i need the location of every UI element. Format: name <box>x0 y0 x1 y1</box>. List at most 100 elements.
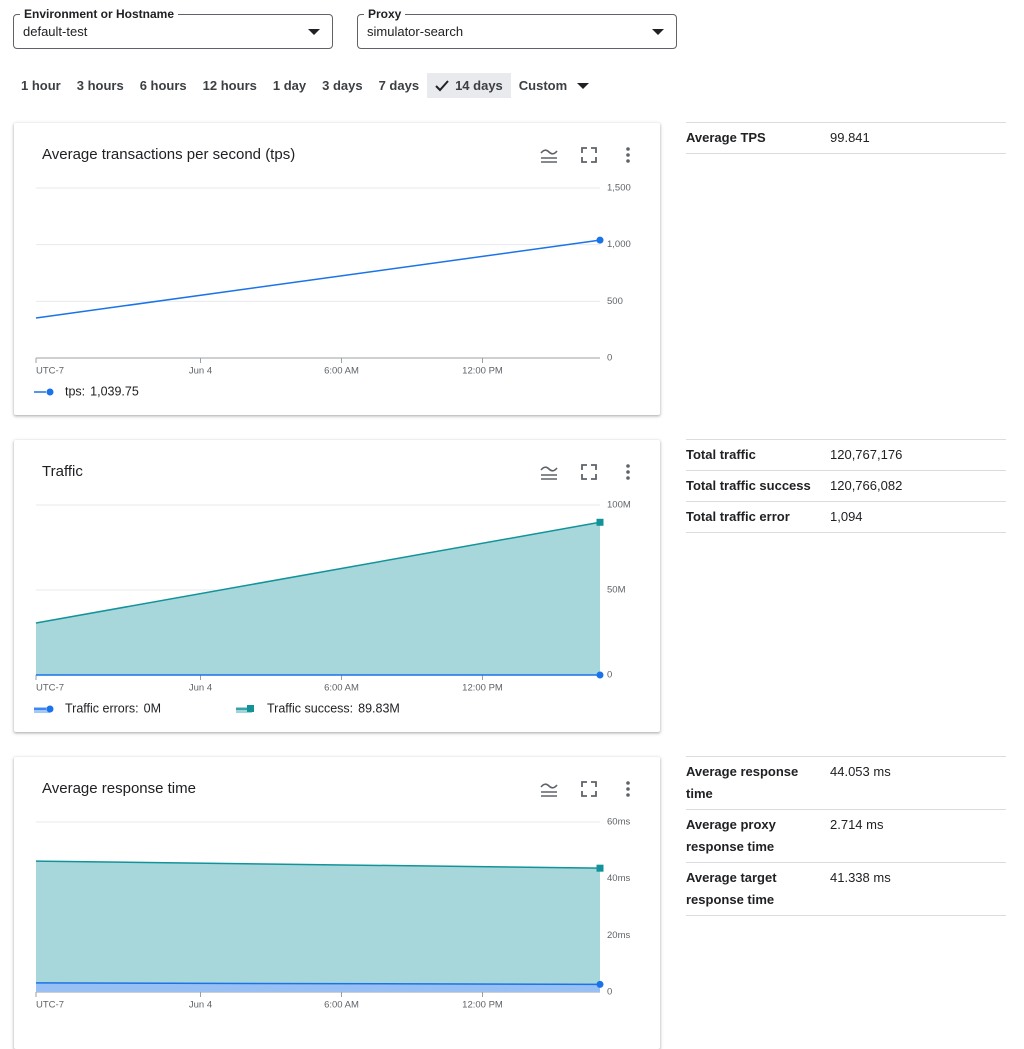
x-tick-label: 12:00 PM <box>462 683 503 694</box>
summary-value: 44.053 ms <box>830 756 1006 810</box>
legend-value: 89.83M <box>358 701 400 715</box>
summary-value: 99.841 <box>830 122 1006 154</box>
y-tick-label: 50M <box>607 585 626 596</box>
summary-row: Average proxy response time 2.714 ms <box>686 809 1006 863</box>
legend-name: Traffic errors: <box>65 701 139 715</box>
more-menu-icon[interactable] <box>626 147 630 163</box>
x-tick-label: UTC-7 <box>36 366 64 377</box>
time-range-button[interactable]: 6 hours <box>132 73 195 98</box>
environment-select[interactable]: Environment or Hostname default-test <box>13 7 333 49</box>
time-range-label: 3 hours <box>76 78 124 93</box>
proxy-select[interactable]: Proxy simulator-search <box>357 7 677 49</box>
icon-dot <box>626 470 630 474</box>
summary-key: Average target response time <box>686 862 830 916</box>
icon-dot <box>626 153 630 157</box>
icon-shape <box>540 783 558 797</box>
y-tick-label: 20ms <box>607 930 630 941</box>
legend-toggle-icon[interactable] <box>540 149 558 163</box>
summary-row: Total traffic 120,767,176 <box>686 439 1006 471</box>
summary-value: 120,767,176 <box>830 439 1006 471</box>
legend-toggle-icon[interactable] <box>540 783 558 797</box>
end-marker <box>596 518 604 526</box>
chart: Average response time 0 20ms 40ms 60ms UTC-7 J… <box>35 780 630 1011</box>
summary-key: Average proxy response time <box>686 809 830 863</box>
y-tick-label: 60ms <box>607 817 630 828</box>
x-tick-label: 12:00 PM <box>462 1000 503 1011</box>
fullscreen-icon[interactable] <box>581 781 597 797</box>
end-marker <box>596 236 604 244</box>
series-line <box>35 860 601 869</box>
y-tick-label: 0 <box>607 353 612 364</box>
y-tick-label: 40ms <box>607 873 630 884</box>
series-line <box>35 982 601 986</box>
legend-marker <box>247 705 254 712</box>
x-tick-label: Jun 4 <box>189 366 212 377</box>
summary-table: Average response time 44.053 ms Average pr… <box>686 756 1006 916</box>
fullscreen-icon[interactable] <box>581 464 597 480</box>
time-range-button[interactable]: 14 days <box>427 73 511 98</box>
time-range-label: 7 days <box>378 78 420 93</box>
legend-value: 0M <box>144 701 161 715</box>
chart-card: Traffic 0 50M 100M UTC-7 Jun 4 6:00 AM 12:00 PM… <box>14 440 660 732</box>
y-tick-label: 1,000 <box>607 239 631 250</box>
field-label: Environment or Hostname <box>20 7 179 21</box>
summary-row: Average response time 44.053 ms <box>686 756 1006 810</box>
icon-shape <box>540 466 558 480</box>
summary-body: Total traffic 120,767,176 Total traffic su… <box>686 439 1006 533</box>
area-fill <box>36 861 600 985</box>
icon-dot <box>626 147 630 151</box>
time-range-bar: 1 hour 3 hours 6 hours 12 hours 1 day 3 days 7… <box>13 73 597 98</box>
legend-name: tps: <box>65 384 85 398</box>
chart: Average transactions per second (tps) 0 50… <box>34 146 631 398</box>
legend-swatch <box>34 707 50 713</box>
icon-dot <box>626 159 630 163</box>
page: Proxy metrics html, body { margin: 0; pa… <box>13 7 1006 1011</box>
more-menu-icon[interactable] <box>626 781 630 797</box>
arrow <box>577 82 590 89</box>
time-range-label: 6 hours <box>139 78 187 93</box>
summary-key: Total traffic <box>686 439 830 471</box>
check-icon <box>435 79 449 91</box>
dropdown-arrow <box>652 29 664 35</box>
summary-table: Total traffic 120,767,176 Total traffic su… <box>686 439 1006 533</box>
time-range-label: 3 days <box>322 78 363 93</box>
chart: Traffic 0 50M 100M UTC-7 Jun 4 6:00 AM 12:00 PM… <box>34 463 631 715</box>
x-tick-label: 6:00 AM <box>324 683 359 694</box>
fullscreen-icon[interactable] <box>581 147 597 163</box>
chart-title: Traffic <box>42 463 83 480</box>
icon-shape <box>540 149 558 163</box>
summary-value: 120,766,082 <box>830 470 1006 502</box>
icon-shape <box>581 464 597 480</box>
time-range-button[interactable]: Custom <box>511 73 597 98</box>
summary-body: Average TPS 99.841 <box>686 122 1006 154</box>
x-tick-label: Jun 4 <box>189 1000 212 1011</box>
time-range-button[interactable]: 12 hours <box>195 73 265 98</box>
y-tick-label: 1,500 <box>607 183 631 194</box>
icon-dot <box>626 464 630 468</box>
summary-body: Average response time 44.053 ms Average pr… <box>686 756 1006 916</box>
time-range-button[interactable]: 3 hours <box>69 73 132 98</box>
summary-table: Average TPS 99.841 <box>686 122 1006 154</box>
x-tick-label: 6:00 AM <box>324 366 359 377</box>
time-range-button[interactable]: 7 days <box>371 73 427 98</box>
summary-key: Average response time <box>686 756 830 810</box>
legend-value: 1,039.75 <box>90 384 139 398</box>
time-range-label: 14 days <box>455 78 503 93</box>
y-tick-label: 0 <box>607 670 612 681</box>
time-range-button[interactable]: 1 hour <box>13 73 69 98</box>
legend-toggle-icon[interactable] <box>540 466 558 480</box>
y-tick-label: 500 <box>607 296 623 307</box>
series-line <box>35 521 601 624</box>
summary-value: 1,094 <box>830 501 1006 533</box>
time-range-button[interactable]: 1 day <box>265 73 314 98</box>
more-menu-icon[interactable] <box>626 464 630 480</box>
end-marker <box>596 980 604 988</box>
time-range-label: 12 hours <box>202 78 257 93</box>
dropdown-arrow <box>308 29 320 35</box>
chart-title: Average transactions per second (tps) <box>42 146 295 163</box>
dropdown-arrow <box>577 82 590 89</box>
legend-marker <box>46 705 54 713</box>
summary-row: Total traffic success 120,766,082 <box>686 470 1006 502</box>
x-tick-label: Jun 4 <box>189 683 212 694</box>
time-range-button[interactable]: 3 days <box>314 73 370 98</box>
